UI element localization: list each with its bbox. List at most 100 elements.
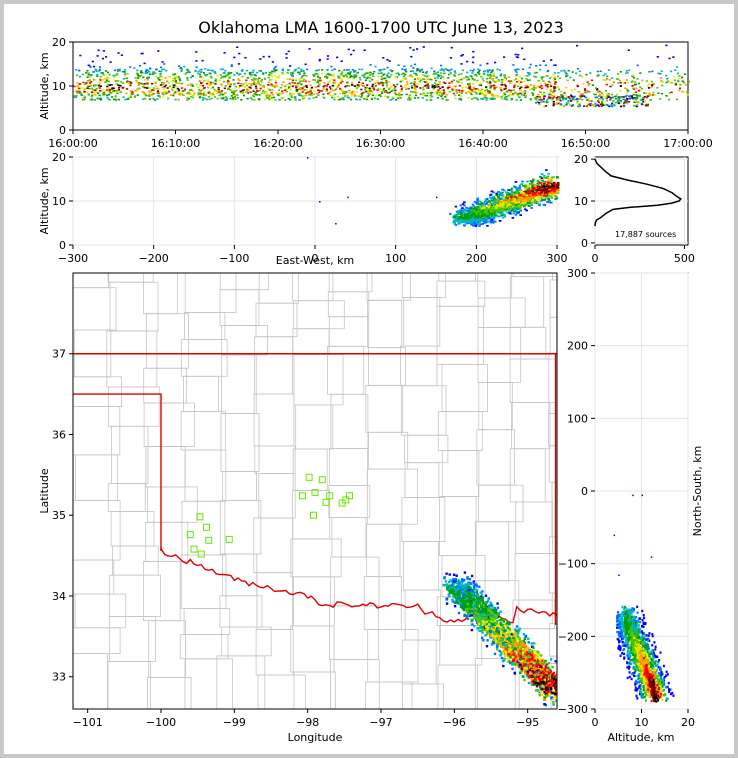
- altitude-time-source: [533, 72, 536, 74]
- altitude-eastwest-source: [471, 217, 474, 219]
- altitude-time-source: [493, 84, 496, 87]
- altitude-time-source: [552, 64, 556, 67]
- altitude-time-source: [149, 93, 152, 95]
- altitude-time-source: [253, 83, 256, 85]
- altitude-time-source: [670, 81, 673, 84]
- altitude-time-source: [536, 101, 539, 103]
- altitude-time-source: [576, 98, 579, 100]
- altitude-time-source: [448, 69, 451, 72]
- altitude-time-source: [86, 85, 89, 88]
- altitude-eastwest-source: [487, 202, 491, 205]
- altitude-time-source: [233, 96, 236, 98]
- altitude-time-source: [293, 82, 296, 84]
- altitude-time-source: [98, 68, 101, 71]
- altitude-time-source: [387, 96, 390, 98]
- altitude-time-source: [635, 101, 638, 104]
- altitude-eastwest-source: [547, 178, 551, 180]
- map-source: [522, 639, 525, 643]
- altitude-time-source: [264, 72, 267, 74]
- altitude-time-source: [487, 75, 490, 77]
- altitude-time-source: [668, 92, 671, 94]
- altitude-time-source: [339, 98, 342, 101]
- altitude-eastwest-source: [456, 219, 459, 221]
- altitude-time-source: [276, 93, 279, 95]
- altitude-time-source: [249, 97, 253, 99]
- altitude-time-source: [312, 79, 315, 81]
- altitude-time-source: [268, 55, 271, 58]
- altitude-time-source: [543, 91, 546, 94]
- altitude-eastwest-source: [466, 215, 469, 218]
- altitude-time-source: [345, 75, 348, 78]
- altitude-eastwest-source: [495, 210, 498, 213]
- altitude-time-source: [352, 93, 355, 95]
- altitude-eastwest-source: [536, 180, 540, 182]
- altitude-time-source: [450, 82, 453, 85]
- altitude-time-source: [376, 83, 379, 85]
- altitude-eastwest-source: [556, 176, 559, 178]
- altitude-time-source: [642, 100, 645, 103]
- altitude-time-source: [167, 97, 170, 100]
- altitude-time-source: [137, 84, 140, 86]
- altitude-time-source: [331, 78, 334, 81]
- altitude-eastwest-source: [481, 209, 485, 212]
- altitude-time-source: [209, 81, 212, 84]
- altitude-time-source: [518, 96, 521, 98]
- altitude-time-source: [553, 79, 556, 82]
- altitude-eastwest-source: [533, 185, 536, 188]
- altitude-time-source: [78, 90, 81, 93]
- altitude-time-source: [333, 98, 336, 101]
- altitude-eastwest-source: [531, 180, 534, 183]
- altitude-time-source: [94, 91, 97, 94]
- altitude-time-source: [575, 102, 579, 104]
- altitude-eastwest-source: [528, 205, 531, 207]
- altitude-time-source: [470, 75, 473, 78]
- altitude-time-source: [542, 80, 545, 82]
- altitude-time-source: [409, 47, 412, 49]
- altitude-time-source: [136, 88, 139, 90]
- altitude-time-source: [571, 104, 574, 106]
- altitude-time-source: [683, 82, 686, 84]
- altitude-eastwest-source: [547, 184, 550, 187]
- altitude-time-source: [416, 78, 419, 80]
- altitude-time-source: [252, 95, 255, 98]
- altitude-time-source: [549, 83, 552, 86]
- altitude-time-source: [624, 95, 627, 98]
- altitude-eastwest-source: [468, 219, 471, 222]
- map-source: [454, 590, 457, 593]
- altitude-time-source: [405, 70, 408, 73]
- altitude-eastwest-source: [539, 182, 542, 184]
- altitude-time-source: [417, 69, 420, 71]
- altitude-eastwest-source: [526, 188, 530, 190]
- altitude-time-source: [167, 82, 170, 84]
- altitude-time-source: [426, 76, 429, 78]
- altitude-time-source: [99, 85, 102, 87]
- altitude-time-source: [295, 86, 298, 89]
- altitude-time-source: [437, 74, 440, 76]
- altitude-time-source: [96, 97, 99, 100]
- altitude-time-source: [267, 84, 270, 86]
- map-source: [538, 674, 541, 678]
- altitude-time-source: [237, 78, 240, 80]
- altitude-time-source: [326, 83, 329, 86]
- altitude-time-source: [514, 70, 518, 72]
- altitude-time-source: [274, 81, 277, 84]
- altitude-time-source: [373, 97, 376, 100]
- altitude-time-source: [150, 91, 153, 93]
- altitude-time-source: [165, 91, 168, 94]
- altitude-time-source: [225, 99, 229, 101]
- altitude-time-source: [96, 75, 99, 77]
- altitude-eastwest-source: [519, 201, 523, 203]
- altitude-time-source: [294, 84, 297, 87]
- altitude-time-source: [465, 92, 468, 94]
- altitude-eastwest-source: [480, 214, 483, 216]
- altitude-time-source: [540, 101, 543, 103]
- altitude-time-source: [287, 69, 290, 71]
- altitude-eastwest-source: [486, 213, 489, 216]
- altitude-time-source: [77, 86, 80, 88]
- altitude-time-source: [261, 85, 264, 88]
- altitude-time-source: [485, 97, 488, 99]
- altitude-time-source: [504, 78, 507, 81]
- map-source: [470, 574, 474, 578]
- altitude-time-source: [87, 84, 90, 87]
- altitude-time-source: [300, 94, 303, 97]
